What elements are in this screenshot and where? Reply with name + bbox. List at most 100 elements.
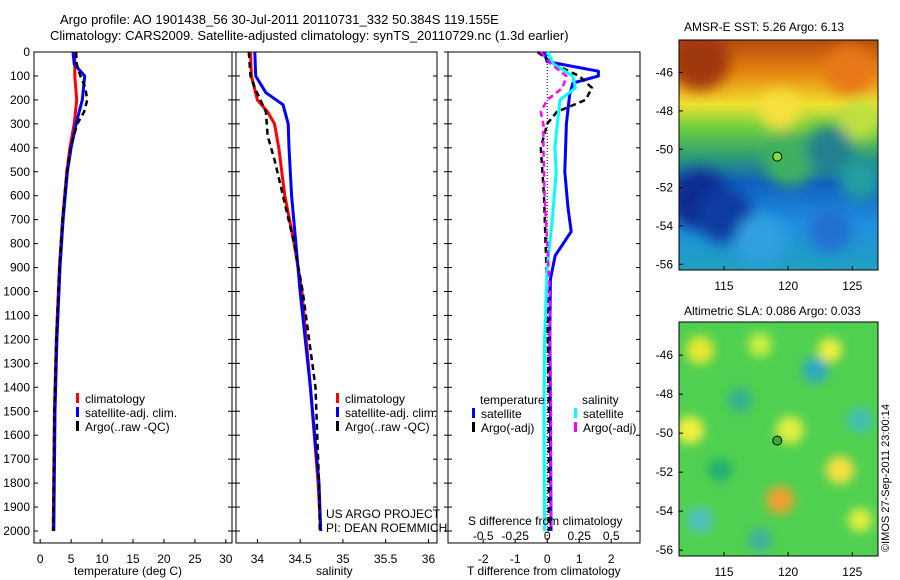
series-line-argo-raw-qc- bbox=[51, 51, 89, 532]
legend-swatch-black bbox=[472, 422, 475, 432]
sla-blob bbox=[848, 508, 872, 532]
y-tick-label: 800 bbox=[10, 237, 30, 251]
y-tick-label: 1700 bbox=[3, 452, 30, 466]
sst-map-field bbox=[679, 40, 878, 270]
lon-tick-label: 115 bbox=[714, 565, 733, 579]
series-line-salinity-argo-adj- bbox=[539, 51, 568, 531]
x-tick-label: -1 bbox=[510, 552, 521, 566]
y-tick-label: 1100 bbox=[4, 308, 30, 322]
t-diff-axis-label: T difference from climatology bbox=[467, 564, 621, 578]
sst-blob bbox=[808, 208, 852, 252]
temperature-legend: climatology satellite-adj. clim. Argo(..… bbox=[76, 392, 177, 434]
lon-tick-label: 120 bbox=[778, 565, 798, 579]
sst-blob bbox=[760, 90, 800, 130]
y-tick-label: 400 bbox=[10, 141, 30, 155]
legend-label: Argo(..raw -QC) bbox=[85, 420, 170, 434]
sst-blob bbox=[840, 100, 878, 140]
salinity-axis-label: salinity bbox=[316, 564, 353, 578]
legend-swatch-cyan bbox=[574, 408, 577, 418]
legend-swatch-red bbox=[336, 393, 339, 403]
y-tick-label: 1800 bbox=[3, 476, 30, 490]
x-tick-label: 25 bbox=[188, 552, 202, 566]
x-tick-label: 36 bbox=[422, 552, 436, 566]
lat-tick-label: -48 bbox=[656, 104, 674, 118]
sla-blob bbox=[679, 416, 704, 444]
diff-legend-salinity: salinity satellite Argo(-adj) bbox=[574, 393, 636, 435]
sla-blob bbox=[687, 507, 713, 533]
project-pi: PI: DEAN ROEMMICH bbox=[326, 521, 448, 535]
y-tick-label: 300 bbox=[10, 117, 30, 131]
lat-tick-label: -52 bbox=[656, 181, 674, 195]
sst-blobs bbox=[679, 40, 878, 265]
legend-label: climatology bbox=[85, 392, 146, 406]
sla-blob bbox=[776, 416, 804, 444]
sla-blob bbox=[818, 338, 842, 362]
s-tick-label: 0 bbox=[544, 529, 551, 543]
sst-map-frame bbox=[678, 39, 879, 271]
series-line-argo-raw-qc- bbox=[247, 51, 322, 532]
x-tick-label: 34 bbox=[251, 552, 265, 566]
legend-group-title: salinity bbox=[582, 393, 619, 407]
x-tick-label: 35.5 bbox=[374, 552, 398, 566]
s-diff-axis-label: S difference from climatology bbox=[468, 514, 623, 528]
x-tick-label: 34.5 bbox=[288, 552, 312, 566]
legend-swatch-black bbox=[76, 421, 79, 431]
sla-map-frame bbox=[678, 321, 879, 557]
salinity-legend: climatology satellite-adj. clim. Argo(..… bbox=[336, 392, 437, 434]
diff-legend-temperature: temperature satellite Argo(-adj) bbox=[472, 393, 545, 435]
sla-blob bbox=[748, 528, 772, 552]
y-tick-label: 600 bbox=[10, 189, 30, 203]
legend-label: Argo(-adj) bbox=[481, 421, 535, 435]
y-tick-label: 1500 bbox=[3, 404, 30, 418]
legend-swatch-blue bbox=[336, 407, 339, 417]
y-tick-label: 900 bbox=[10, 261, 30, 275]
x-tick-label: 35 bbox=[336, 552, 350, 566]
legend-swatch-magenta bbox=[574, 422, 577, 432]
lat-tick-label: -46 bbox=[656, 66, 674, 80]
sst-blob bbox=[840, 160, 878, 200]
lat-tick-label: -56 bbox=[656, 543, 674, 557]
argo-float-marker bbox=[772, 435, 783, 446]
y-tick-label: 1300 bbox=[3, 356, 30, 370]
y-tick-label: 200 bbox=[10, 93, 30, 107]
lon-tick-label: 120 bbox=[778, 279, 798, 293]
s-tick-label: -0.5 bbox=[473, 529, 494, 543]
lat-tick-label: -46 bbox=[656, 348, 674, 362]
x-tick-label: 0 bbox=[37, 552, 44, 566]
legend-label: satellite bbox=[481, 407, 522, 421]
y-tick-label: 1000 bbox=[3, 285, 30, 299]
title-line-2: Climatology: CARS2009. Satellite-adjuste… bbox=[50, 28, 569, 43]
lat-tick-label: -50 bbox=[656, 426, 674, 440]
lon-tick-label: 125 bbox=[842, 279, 862, 293]
axes-box bbox=[33, 51, 233, 544]
sla-map-title: Altimetric SLA: 0.086 Argo: 0.033 bbox=[684, 304, 861, 318]
series-line-salinity-satellite bbox=[542, 51, 577, 532]
legend-label: satellite-adj. clim. bbox=[85, 406, 178, 420]
lat-tick-label: -52 bbox=[656, 465, 674, 479]
lat-tick-label: -48 bbox=[656, 387, 674, 401]
x-tick-label: 20 bbox=[157, 552, 171, 566]
sst-blob bbox=[825, 45, 875, 95]
x-tick-label: -2 bbox=[478, 552, 489, 566]
x-tick-label: 30 bbox=[219, 552, 233, 566]
y-tick-label: 2000 bbox=[3, 524, 30, 538]
legend-label: Argo(..raw -QC) bbox=[345, 420, 430, 434]
argo-float-marker bbox=[772, 151, 783, 162]
s-tick-label: -0.25 bbox=[502, 529, 530, 543]
y-tick-label: 700 bbox=[10, 213, 30, 227]
legend-group-title: temperature bbox=[480, 393, 545, 407]
y-tick-label: 1600 bbox=[3, 428, 30, 442]
legend-label: satellite-adj. clim. bbox=[345, 406, 438, 420]
sst-blob bbox=[806, 126, 854, 174]
sla-blob bbox=[826, 456, 854, 484]
sst-map-title: AMSR-E SST: 5.26 Argo: 6.13 bbox=[684, 20, 845, 34]
axes-box bbox=[235, 51, 438, 544]
x-tick-label: 1 bbox=[576, 552, 583, 566]
lon-tick-label: 115 bbox=[714, 279, 733, 293]
sst-blob bbox=[764, 134, 816, 186]
lat-tick-label: -54 bbox=[656, 219, 674, 233]
lat-tick-label: -56 bbox=[656, 257, 674, 271]
y-tick-label: 1900 bbox=[3, 500, 30, 514]
